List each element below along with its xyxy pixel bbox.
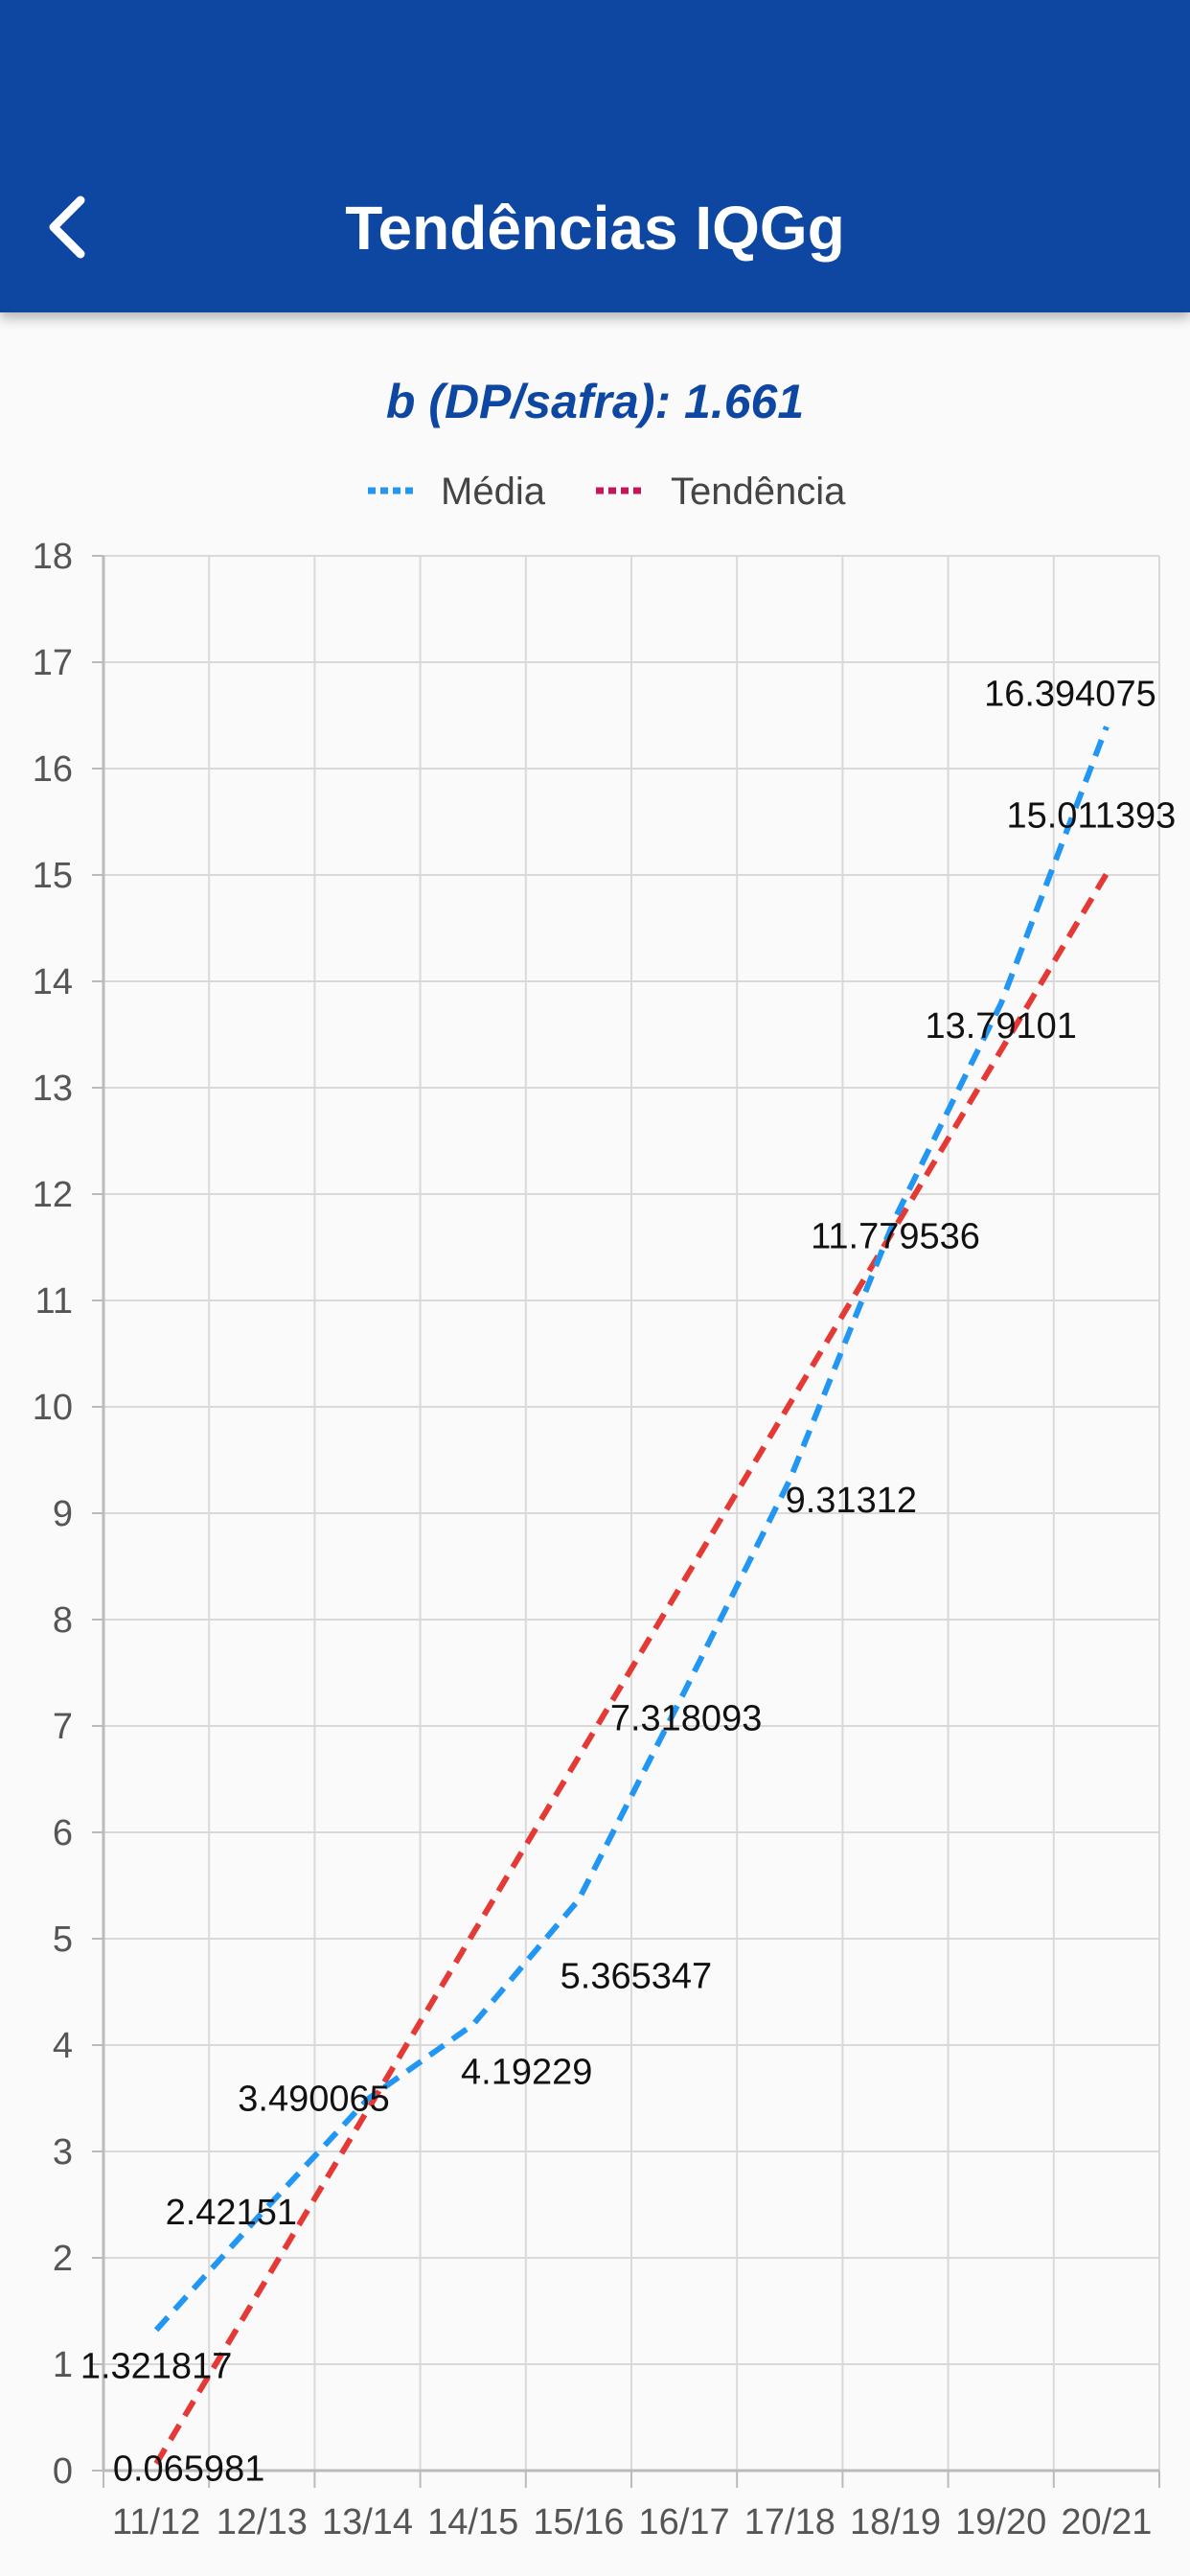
- data-label-media: 4.19229: [461, 2053, 592, 2093]
- page-title: Tendências IQGg: [345, 194, 845, 263]
- data-label-media: 9.31312: [786, 1481, 917, 1521]
- y-tick-label: 2: [53, 2239, 73, 2279]
- legend-label-tendencia: Tendência: [671, 471, 846, 513]
- data-label-media: 7.318093: [610, 1699, 763, 1739]
- y-tick-label: 6: [53, 1813, 73, 1853]
- data-label-media: 2.42151: [166, 2193, 297, 2233]
- y-tick-label: 10: [33, 1388, 73, 1428]
- back-button[interactable]: [33, 184, 102, 270]
- data-label-media: 13.79101: [925, 1006, 1077, 1046]
- y-tick-label: 12: [33, 1175, 73, 1215]
- y-tick-label: 13: [33, 1069, 73, 1109]
- y-tick-label: 14: [33, 962, 73, 1002]
- x-tick-label: 12/13: [217, 2502, 308, 2542]
- y-tick-label: 5: [53, 1920, 73, 1960]
- legend-label-media: Média: [441, 471, 546, 513]
- y-tick-label: 0: [53, 2451, 73, 2492]
- y-tick-label: 15: [33, 856, 73, 896]
- y-tick-label: 8: [53, 1600, 73, 1641]
- y-tick-label: 18: [33, 537, 73, 577]
- x-tick-label: 13/14: [322, 2502, 413, 2542]
- x-tick-label: 14/15: [427, 2502, 518, 2542]
- app-header: Tendências IQGg: [0, 0, 1190, 312]
- data-label-media: 16.394075: [984, 674, 1156, 714]
- chart-subtitle: b (DP/safra): 1.661: [385, 375, 805, 428]
- data-label-media: 1.321817: [80, 2346, 233, 2386]
- data-label-tendencia: 15.011393: [1006, 796, 1176, 837]
- y-tick-label: 4: [53, 2026, 73, 2066]
- x-tick-label: 18/19: [850, 2502, 941, 2542]
- data-label-media: 11.779536: [811, 1216, 980, 1256]
- x-tick-label: 17/18: [744, 2502, 835, 2542]
- y-tick-label: 3: [53, 2132, 73, 2173]
- x-tick-label: 19/20: [955, 2502, 1046, 2542]
- y-tick-label: 11: [35, 1281, 73, 1322]
- data-label-tendencia: 0.065981: [113, 2450, 265, 2490]
- x-tick-label: 16/17: [639, 2502, 730, 2542]
- y-tick-label: 17: [33, 643, 73, 683]
- y-tick-label: 16: [33, 749, 73, 790]
- data-label-media: 5.365347: [561, 1956, 713, 1996]
- x-tick-label: 20/21: [1061, 2502, 1152, 2542]
- y-tick-label: 1: [53, 2345, 73, 2385]
- data-label-media: 3.490065: [238, 2080, 390, 2120]
- x-tick-label: 15/16: [533, 2502, 624, 2542]
- series-line-tendencia: [153, 872, 1110, 2466]
- series-line-media: [153, 725, 1110, 2333]
- y-tick-label: 9: [53, 1494, 73, 1534]
- y-tick-label: 7: [53, 1707, 73, 1747]
- chevron-left-icon: [49, 196, 85, 259]
- x-tick-label: 11/12: [112, 2502, 200, 2542]
